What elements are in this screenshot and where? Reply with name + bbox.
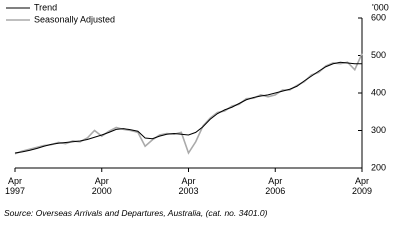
unit-label: '000	[372, 2, 389, 12]
series-line	[14, 53, 363, 155]
source-note: Source: Overseas Arrivals and Departures…	[4, 208, 268, 218]
y-tick-label: 500	[371, 50, 386, 60]
series-line	[14, 61, 362, 154]
y-tick-label: 600	[371, 12, 386, 22]
x-tick-label: Apr 2003	[178, 176, 199, 196]
y-tick-label: 300	[371, 125, 386, 135]
x-tick-label: Apr 1997	[4, 176, 26, 196]
chart-canvas: '000 200 300 400 500 600 Trend Seasonally Adju…	[6, 2, 389, 172]
y-tick-label: 400	[371, 87, 386, 97]
x-tick-label: Apr 2006	[265, 176, 286, 196]
x-tick-label: Apr 2009	[351, 176, 373, 196]
y-tick-label: 200	[371, 162, 386, 172]
legend-label: Trend	[34, 2, 57, 12]
x-tick-label: Apr 2000	[91, 176, 112, 196]
legend-label: Seasonally Adjusted	[34, 14, 115, 24]
chart: '000 200 300 400 500 600 Trend Seasonally Adju…	[4, 2, 389, 218]
